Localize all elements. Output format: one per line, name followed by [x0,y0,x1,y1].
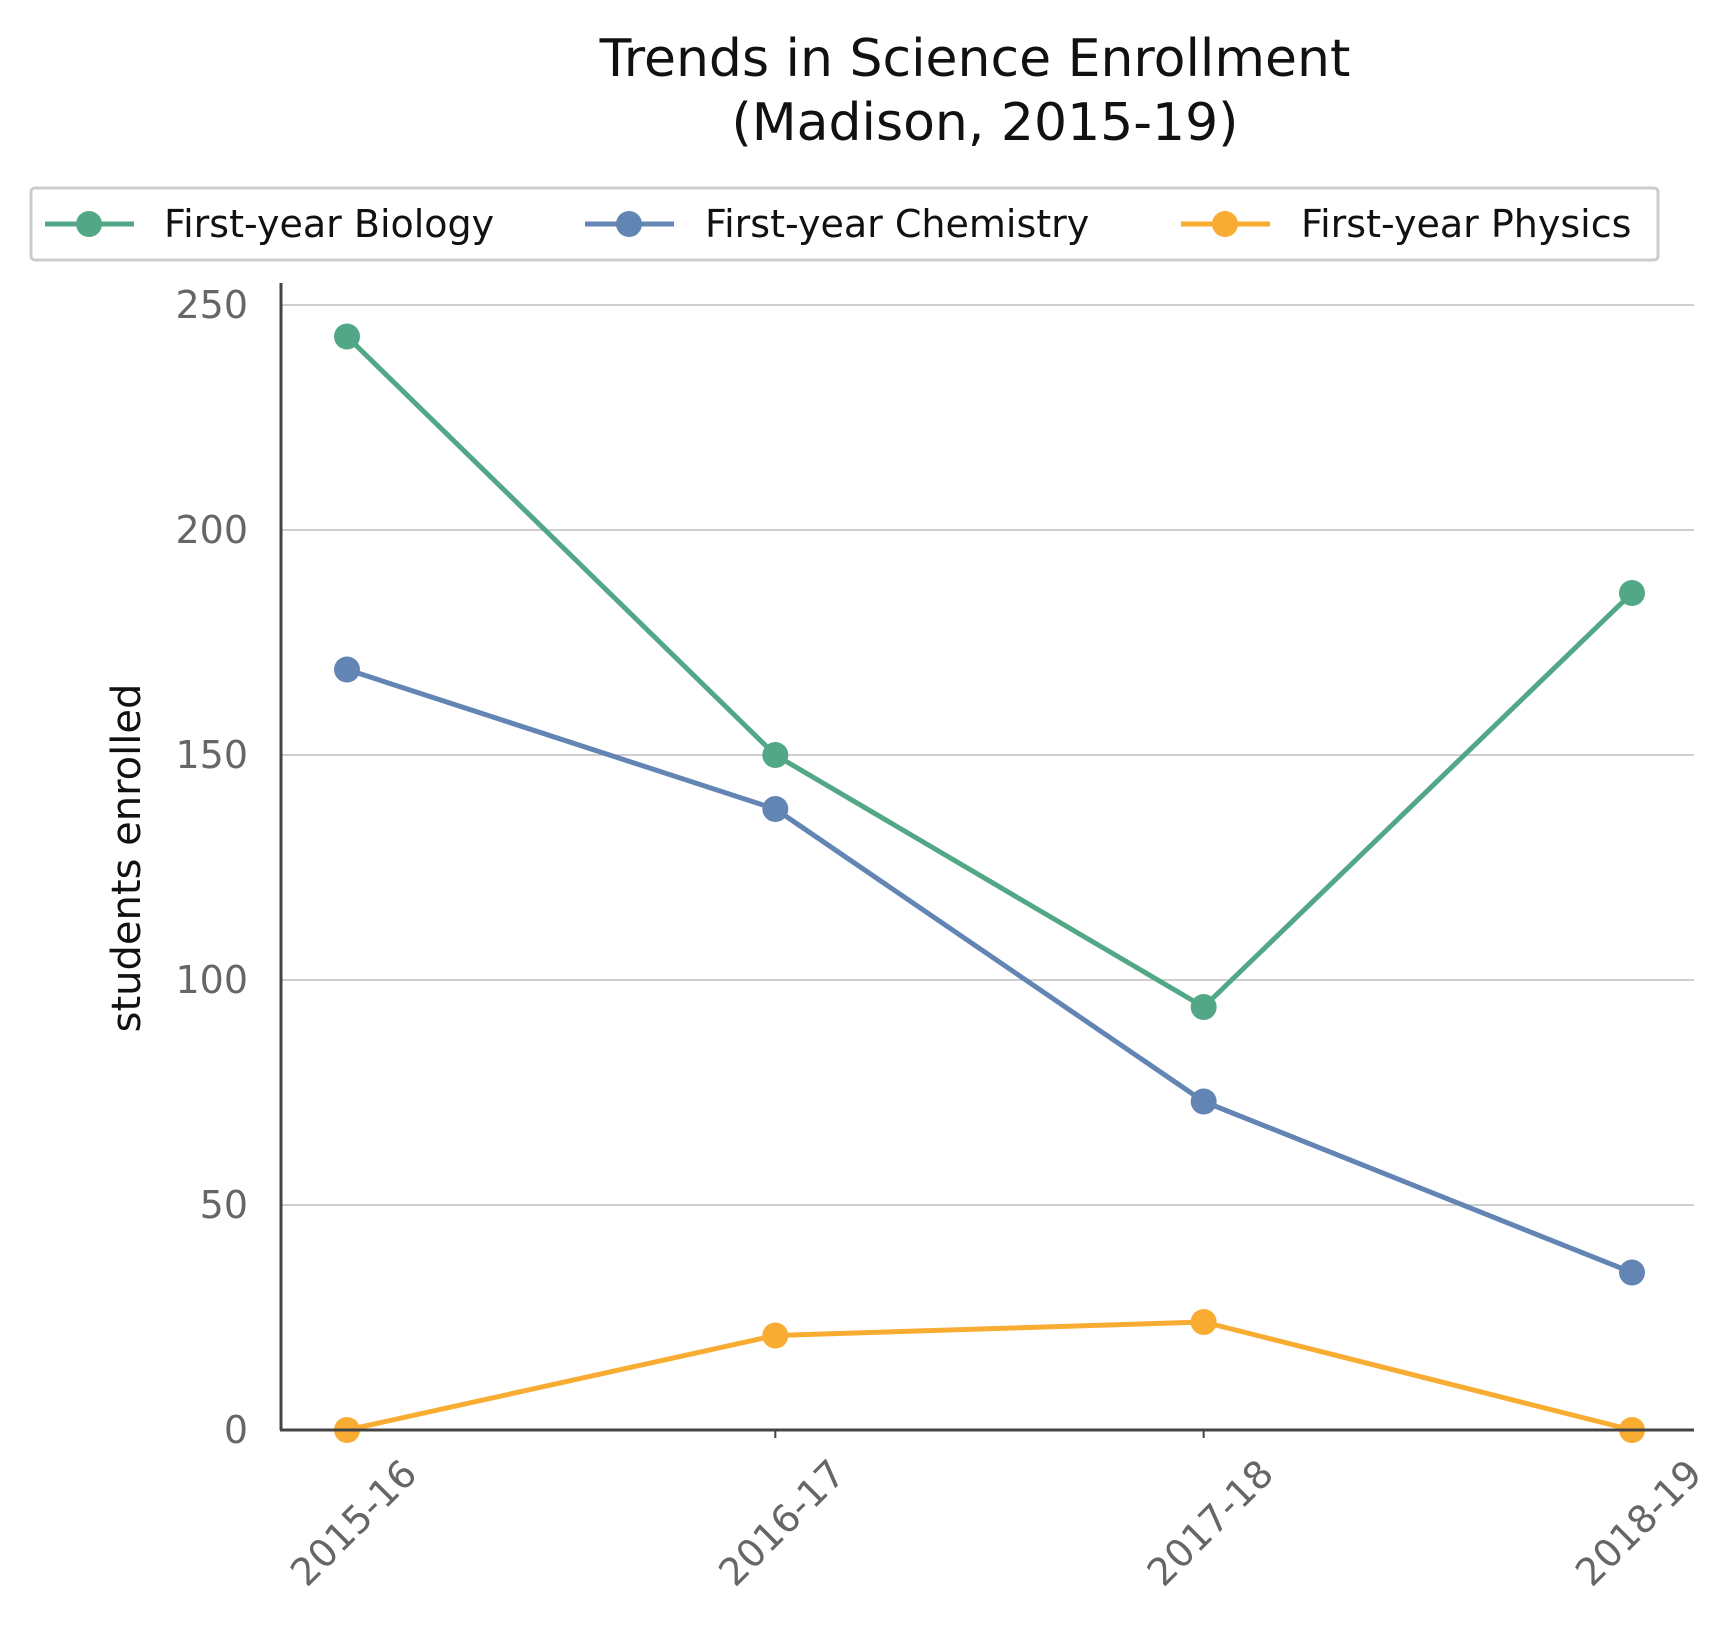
series-first-year-physics [334,1309,1645,1443]
data-point [1190,994,1217,1020]
data-point [762,742,789,768]
x-tick-label: 2018-19 [1567,1451,1710,1594]
series-first-year-chemistry [334,656,1645,1286]
chart-subtitle: (Madison, 2015-19) [732,93,1239,153]
data-point [334,656,360,683]
legend-label: First-year Chemistry [705,202,1089,246]
x-tick-label: 2015-16 [282,1451,425,1594]
legend: First-year Biology First-year Chemistry Fi… [29,186,1660,262]
data-point [334,323,360,350]
y-tick-label: 150 [175,733,248,777]
legend-item: First-year Chemistry [585,202,1089,246]
legend-swatch-marker [76,211,102,237]
legend-item: First-year Physics [1181,202,1631,246]
legend-label: First-year Physics [1301,202,1631,246]
data-point [1619,580,1645,606]
series-first-year-biology [334,323,1645,1020]
x-tick-label: 2017-18 [1139,1451,1282,1594]
y-tick-label: 0 [224,1408,248,1452]
series-line [346,1319,1633,1433]
chart-title: Trends in Science Enrollment [599,29,1351,89]
x-axis-ticks: 2015-16 2016-17 2017-18 2018-19 [282,1430,1710,1595]
data-point [762,796,789,822]
y-tick-label: 250 [175,283,248,327]
legend-frame [29,186,1660,262]
data-point [1190,1088,1217,1115]
y-tick-label: 200 [175,508,248,552]
data-point [1190,1309,1217,1335]
data-point [1619,1259,1645,1286]
grid-lines [281,304,1694,1206]
y-tick-label: 50 [200,1183,248,1227]
y-axis-label: students enrolled [104,684,150,1033]
series-line [346,667,1633,1275]
legend-swatch-marker [616,211,642,237]
series-layer [334,323,1645,1443]
series-line [345,334,1634,1010]
x-tick-label: 2016-17 [710,1451,853,1594]
legend-swatch-marker [1212,211,1238,237]
data-point [762,1322,789,1349]
y-tick-label: 100 [175,958,248,1002]
legend-item: First-year Biology [45,202,494,246]
y-axis-ticks: 0 50 100 150 200 250 [175,283,248,1452]
legend-label: First-year Biology [164,202,494,246]
